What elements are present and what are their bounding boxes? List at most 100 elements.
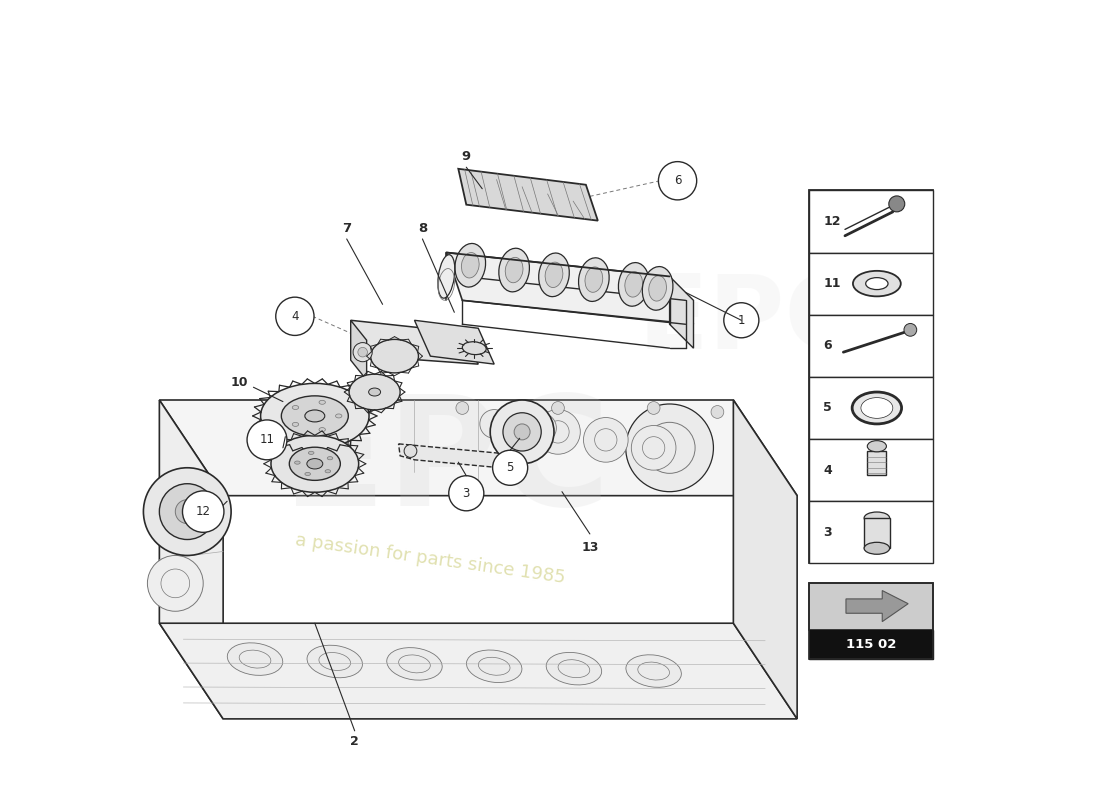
Text: 5: 5: [824, 402, 833, 414]
Ellipse shape: [462, 342, 486, 354]
Ellipse shape: [618, 262, 649, 306]
Bar: [867, 451, 887, 475]
Ellipse shape: [867, 441, 887, 452]
Circle shape: [551, 402, 564, 414]
Circle shape: [499, 456, 513, 469]
Polygon shape: [398, 444, 526, 470]
Bar: [810, 377, 933, 439]
Ellipse shape: [271, 435, 359, 492]
Text: 6: 6: [824, 339, 832, 352]
Ellipse shape: [585, 267, 603, 292]
Polygon shape: [459, 169, 597, 221]
Circle shape: [361, 402, 373, 414]
Ellipse shape: [349, 374, 400, 410]
Text: 8: 8: [418, 222, 427, 235]
Text: 4: 4: [824, 464, 833, 477]
Text: 6: 6: [674, 174, 681, 187]
Ellipse shape: [546, 262, 563, 287]
Ellipse shape: [866, 278, 888, 290]
Ellipse shape: [293, 422, 299, 426]
Circle shape: [626, 404, 714, 492]
Circle shape: [631, 426, 676, 470]
Circle shape: [276, 297, 314, 335]
Ellipse shape: [371, 339, 418, 373]
Bar: [865, 518, 890, 548]
Ellipse shape: [261, 383, 368, 449]
Bar: [810, 439, 933, 502]
Text: 115 02: 115 02: [846, 638, 896, 651]
Ellipse shape: [852, 392, 902, 424]
Text: a passion for parts since 1985: a passion for parts since 1985: [294, 531, 566, 587]
Circle shape: [183, 491, 224, 532]
Bar: [810, 502, 933, 563]
Ellipse shape: [547, 653, 602, 685]
Circle shape: [583, 418, 628, 462]
Circle shape: [147, 555, 204, 611]
Circle shape: [889, 196, 905, 212]
Ellipse shape: [649, 276, 667, 301]
Text: EPC: EPC: [637, 270, 861, 370]
Ellipse shape: [327, 457, 333, 460]
Text: 12: 12: [824, 215, 840, 228]
Polygon shape: [160, 623, 798, 719]
Ellipse shape: [305, 410, 324, 422]
Polygon shape: [351, 320, 366, 380]
Ellipse shape: [865, 542, 890, 554]
Circle shape: [491, 400, 554, 464]
Circle shape: [711, 406, 724, 418]
Circle shape: [528, 414, 557, 442]
Bar: [810, 314, 933, 377]
Polygon shape: [670, 277, 693, 348]
Ellipse shape: [461, 253, 480, 278]
Circle shape: [480, 410, 508, 438]
Ellipse shape: [307, 458, 322, 469]
Ellipse shape: [865, 512, 890, 524]
Ellipse shape: [498, 248, 529, 292]
Ellipse shape: [289, 447, 340, 480]
Text: 12: 12: [196, 505, 211, 518]
Polygon shape: [351, 320, 478, 364]
Ellipse shape: [368, 388, 381, 396]
Circle shape: [143, 468, 231, 555]
Ellipse shape: [293, 406, 299, 410]
Circle shape: [647, 402, 660, 414]
Ellipse shape: [305, 472, 310, 475]
Circle shape: [353, 342, 372, 362]
Ellipse shape: [319, 427, 326, 431]
Text: 2: 2: [350, 734, 359, 748]
Ellipse shape: [319, 400, 326, 404]
Circle shape: [659, 162, 696, 200]
Text: 11: 11: [260, 434, 275, 446]
Text: 7: 7: [342, 222, 351, 235]
Polygon shape: [160, 400, 798, 496]
Ellipse shape: [505, 258, 522, 282]
Polygon shape: [734, 400, 798, 719]
Bar: [810, 253, 933, 314]
Text: EPC: EPC: [283, 390, 610, 538]
Ellipse shape: [438, 254, 454, 298]
Polygon shape: [447, 253, 693, 324]
Ellipse shape: [466, 650, 521, 682]
Text: 3: 3: [824, 526, 832, 539]
Ellipse shape: [336, 414, 342, 418]
Ellipse shape: [579, 258, 609, 302]
Bar: [810, 583, 933, 630]
Circle shape: [404, 445, 417, 458]
Circle shape: [455, 402, 469, 414]
Ellipse shape: [326, 470, 331, 473]
Polygon shape: [415, 320, 494, 364]
Text: 9: 9: [462, 150, 471, 163]
Bar: [810, 190, 933, 563]
Ellipse shape: [539, 253, 570, 297]
Circle shape: [493, 450, 528, 486]
Polygon shape: [846, 590, 909, 622]
Circle shape: [358, 347, 367, 357]
Bar: [810, 630, 933, 659]
Polygon shape: [160, 400, 223, 719]
Circle shape: [724, 302, 759, 338]
Text: 4: 4: [292, 310, 298, 322]
Circle shape: [160, 484, 216, 539]
Ellipse shape: [308, 451, 314, 454]
Circle shape: [514, 424, 530, 440]
Bar: [810, 583, 933, 659]
